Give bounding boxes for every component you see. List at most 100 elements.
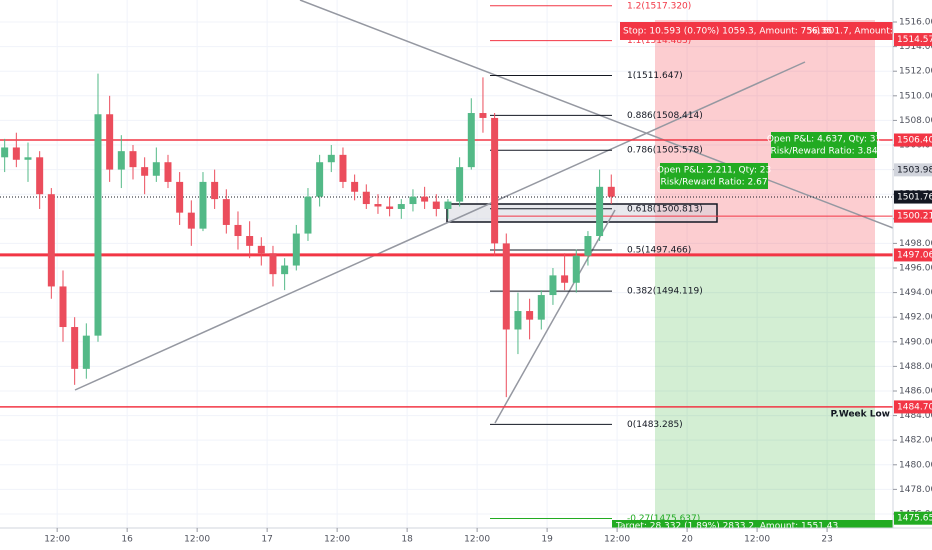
candle-body (526, 311, 534, 320)
target-box (612, 520, 893, 528)
pnl-box (660, 163, 768, 189)
candle-body (386, 206, 394, 209)
price-label-box (894, 133, 932, 147)
y-tick-label: 1512.000 (899, 67, 932, 77)
candle-body (502, 243, 510, 330)
y-tick-label: 1482.000 (899, 436, 932, 446)
price-label-box (894, 400, 932, 414)
candle-body (409, 196, 417, 205)
y-tick-label: 1496.000 (899, 263, 932, 273)
candle-body (607, 186, 615, 197)
y-tick-label: 1490.000 (899, 337, 932, 347)
candle-body (421, 196, 429, 202)
fib-label: 1.2(1517.320) (627, 1, 691, 11)
y-tick-label: 1478.000 (899, 485, 932, 495)
fib-label: 0.5(1497.466) (627, 245, 691, 255)
time-axis (0, 528, 932, 550)
trend-line (494, 209, 616, 424)
target-text: Target: 28.332 (1.89%) 2833.2, Amount: 1… (615, 522, 838, 532)
candle-body (222, 199, 230, 225)
price-axis (893, 0, 932, 550)
target-zone (655, 255, 875, 520)
price-label-box (894, 33, 932, 47)
pnl-text: Open P&L: 4.637, Qty: 31 (767, 135, 881, 145)
candle-body (514, 311, 522, 330)
candle-body (234, 224, 242, 237)
candle-body (246, 236, 254, 246)
x-tick-label: 12:00 (324, 535, 350, 545)
candle-body (467, 113, 475, 168)
x-tick-label: 18 (401, 535, 413, 545)
x-tick-label: 12:00 (604, 535, 630, 545)
fib-label: 0.786(1505.578) (627, 146, 703, 156)
plot: 1.2(1517.320) 1.1(1514.483) 1(1511.647) 0.8… (0, 1, 907, 532)
candle-body (549, 275, 557, 296)
fib-label: 1(1511.647) (627, 71, 683, 81)
candle-body (281, 265, 289, 275)
candle-body (339, 154, 347, 182)
candle-body (561, 275, 569, 283)
price-label: 1514.573 (897, 35, 932, 45)
candle-body (1, 147, 9, 158)
grid (0, 0, 893, 528)
candle-body (351, 181, 359, 192)
candle-body (304, 196, 312, 234)
price-label: 1506.406 (897, 136, 932, 146)
fib-label: 1.1(1514.483) (627, 36, 691, 46)
candle-body (479, 113, 487, 118)
price-label: 1501.769 (897, 193, 932, 203)
y-tick-label: 1516.000 (899, 18, 932, 28)
candle-body (47, 194, 55, 287)
pnl-text: Open P&L: 2.211, Qty: 23 (657, 166, 771, 176)
stop-text-2: %) 801.7, Amount: 75 (808, 27, 907, 37)
y-tick-label: 1484.000 (899, 411, 932, 421)
trend-line (74, 61, 806, 391)
trend-line (299, 0, 894, 229)
candle-body (36, 157, 44, 195)
pnl-text: Risk/Reward Ratio: 2.67 (660, 178, 767, 188)
y-tick-label: 1488.000 (899, 362, 932, 372)
fib-label: 0.618(1500.813) (627, 204, 703, 214)
candle-body (199, 181, 207, 229)
candle-body (211, 181, 219, 200)
x-tick-label: 17 (261, 535, 272, 545)
price-label-box (894, 511, 932, 525)
price-label: 1475.657 (897, 514, 932, 524)
stop-box (620, 22, 893, 40)
candle-body (106, 114, 114, 170)
fib-label: 0.382(1494.119) (627, 287, 703, 297)
candle-body (432, 201, 440, 209)
week-low-label: P.Week Low (830, 409, 890, 419)
candle-body (71, 327, 79, 369)
candle-body (24, 157, 32, 160)
x-tick-label: 19 (541, 535, 553, 545)
fib-label: -0.27(1475.637) (627, 514, 700, 524)
x-tick-label: 12:00 (744, 535, 770, 545)
price-label-box (894, 163, 932, 177)
y-tick-label: 1508.000 (899, 116, 932, 126)
candle-body (327, 154, 335, 163)
x-tick-label: 16 (121, 535, 133, 545)
price-label: 1484.705 (897, 402, 932, 412)
candle-body (374, 204, 382, 207)
candle-body (572, 255, 580, 283)
candle-body (59, 286, 67, 328)
stop-text: Stop: 10.593 (0.70%) 1059.3, Amount: 756… (623, 27, 832, 37)
candle-body (82, 335, 90, 369)
y-tick-label: 1498.000 (899, 239, 932, 249)
price-label: 1497.062 (897, 250, 932, 260)
x-tick-label: 12:00 (464, 535, 490, 545)
candle-body (141, 167, 149, 176)
price-label-box (894, 248, 932, 262)
fib-label: 0.886(1508.414) (627, 111, 703, 121)
candle-body (456, 167, 464, 202)
y-tick-label: 1494.000 (899, 288, 932, 298)
candle-body (12, 147, 20, 160)
pnl-box (771, 132, 877, 158)
price-label-box (894, 190, 932, 204)
candle-body (362, 191, 370, 205)
price-label: 1503.980 (897, 165, 932, 175)
candle-body (269, 253, 277, 275)
